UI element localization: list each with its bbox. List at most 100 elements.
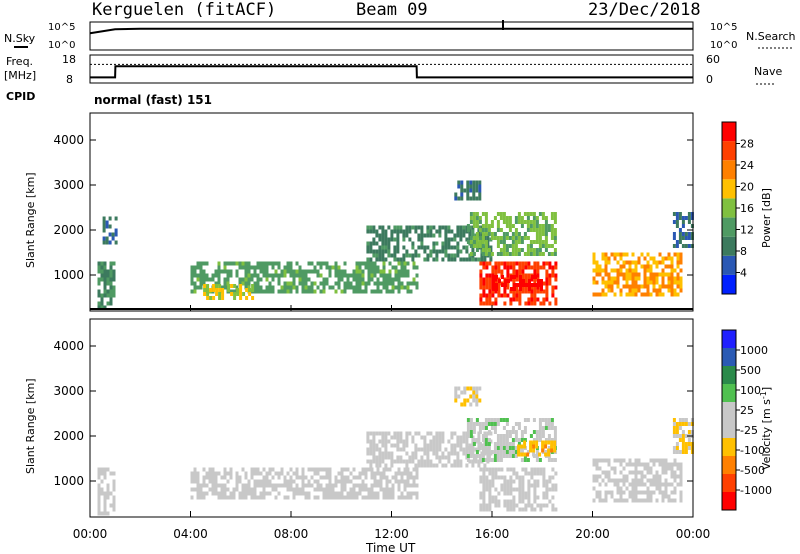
data-cell (343, 261, 347, 266)
data-cell (289, 281, 293, 286)
data-cell (211, 277, 215, 282)
data-cell (462, 435, 466, 440)
data-cell (530, 483, 534, 488)
data-cell (640, 284, 644, 289)
data-cell (417, 225, 421, 230)
data-cell (277, 471, 281, 476)
data-cell (547, 434, 551, 438)
data-cell (286, 487, 290, 492)
data-cell (108, 232, 112, 237)
data-cell (331, 491, 335, 496)
data-cell (396, 459, 400, 464)
data-cell (423, 249, 427, 254)
data-cell (388, 495, 392, 500)
data-cell (112, 483, 116, 488)
data-cell (453, 459, 457, 464)
data-cell (420, 225, 424, 230)
data-cell (283, 475, 287, 480)
data-cell (687, 236, 691, 240)
data-cell (415, 467, 419, 472)
data-cell (259, 269, 263, 274)
data-cell (672, 236, 676, 240)
data-cell (307, 479, 311, 484)
data-cell (190, 281, 194, 286)
data-cell (484, 232, 488, 236)
data-cell (661, 462, 665, 467)
data-cell (491, 301, 495, 306)
data-cell (488, 495, 492, 500)
data-cell (403, 487, 407, 492)
colorbar-tick-label: -500 (740, 464, 765, 477)
data-cell (488, 491, 492, 496)
data-cell (406, 467, 410, 472)
data-cell (457, 386, 461, 391)
data-cell (551, 289, 555, 294)
data-cell (316, 487, 320, 492)
data-cell (385, 475, 389, 480)
data-cell (678, 418, 682, 422)
data-cell (634, 458, 638, 463)
data-cell (545, 281, 549, 286)
data-cell (406, 285, 410, 290)
data-cell (601, 292, 605, 297)
data-cell (500, 483, 504, 488)
data-cell (426, 447, 430, 452)
data-cell (554, 471, 558, 476)
data-cell (670, 474, 674, 479)
data-cell (494, 297, 498, 302)
data-cell (553, 426, 557, 430)
data-cell (690, 244, 694, 248)
data-cell (497, 285, 501, 290)
data-cell (453, 253, 457, 258)
data-cell (453, 447, 457, 452)
data-cell (493, 426, 497, 430)
data-cell (479, 467, 483, 472)
data-cell (295, 467, 299, 472)
data-cell (613, 276, 617, 281)
data-cell (247, 479, 251, 484)
data-cell (253, 479, 257, 484)
data-cell (628, 462, 632, 467)
data-cell (417, 237, 421, 242)
data-cell (316, 483, 320, 488)
data-cell (595, 280, 599, 285)
data-cell (106, 467, 110, 472)
data-cell (655, 280, 659, 285)
data-cell (346, 277, 350, 282)
data-cell (328, 495, 332, 500)
data-cell (528, 283, 531, 287)
data-cell (435, 447, 439, 452)
data-cell (535, 444, 539, 449)
data-cell (373, 261, 377, 266)
data-cell (655, 458, 659, 463)
data-cell (322, 495, 326, 500)
data-cell (450, 257, 454, 262)
data-cell (459, 257, 463, 262)
data-cell (532, 430, 536, 434)
data-cell (250, 495, 254, 500)
data-cell (382, 475, 386, 480)
data-cell (247, 261, 251, 266)
data-cell (271, 487, 275, 492)
data-cell (217, 471, 221, 476)
data-cell (409, 491, 413, 496)
data-cell (286, 285, 290, 290)
data-cell (664, 264, 668, 269)
data-cell (456, 459, 460, 464)
data-cell (601, 280, 605, 285)
data-cell (518, 483, 522, 488)
data-cell (271, 273, 275, 278)
data-cell (112, 269, 116, 274)
data-cell (286, 483, 290, 488)
data-cell (690, 450, 694, 454)
data-cell (634, 474, 638, 479)
data-cell (496, 228, 500, 232)
data-cell (245, 296, 249, 300)
ytick-label: 4000 (53, 133, 84, 147)
power-data-cells (97, 180, 694, 310)
data-cell (679, 498, 683, 503)
data-cell (109, 301, 113, 306)
data-cell (385, 491, 389, 496)
data-cell (485, 265, 489, 270)
data-cell (454, 192, 458, 197)
